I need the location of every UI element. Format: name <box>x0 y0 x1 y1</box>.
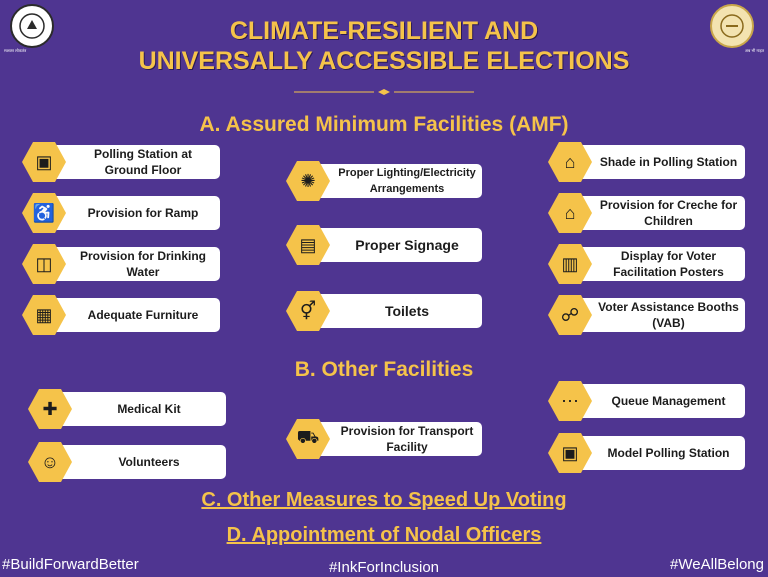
emblem-icon <box>720 14 744 38</box>
card-queue: Queue Management <box>570 384 745 418</box>
card-label: Toilets <box>384 303 430 319</box>
restroom-icon: ⚥ <box>286 291 330 331</box>
card-label: Adequate Furniture <box>87 308 199 322</box>
card-label: Model Polling Station <box>607 446 730 460</box>
card-signage: Proper Signage <box>310 228 482 262</box>
card-label: Polling Station at Ground Floor <box>94 147 192 177</box>
hashtag-left: #BuildForwardBetter <box>2 556 139 573</box>
hashtag-center: #InkForInclusion <box>328 559 440 576</box>
card-label: Provision for Ramp <box>87 206 199 220</box>
card-volunteers: Volunteers <box>50 445 226 479</box>
signboard-icon: ▤ <box>286 225 330 265</box>
right-logo-caption: अब भी नाहत <box>744 48 764 53</box>
card-label: Proper Signage <box>355 237 459 253</box>
card-label: Medical Kit <box>117 402 181 416</box>
light-bulb-icon: ✺ <box>286 161 330 201</box>
card-label: Display for Voter Facilitation Posters <box>613 249 724 279</box>
section-d-heading: D. Appointment of Nodal Officers <box>226 524 542 546</box>
title-line-1: CLIMATE-RESILIENT AND <box>229 17 539 45</box>
card-polling-station: Polling Station at Ground Floor <box>44 145 220 179</box>
card-toilets: Toilets <box>310 294 482 328</box>
card-label: Shade in Polling Station <box>599 155 738 169</box>
card-ramp: Provision for Ramp <box>44 196 220 230</box>
right-logo <box>710 4 754 48</box>
card-label: Provision for Drinking Water <box>79 249 206 279</box>
ornamental-divider <box>294 89 474 95</box>
card-label: Queue Management <box>611 394 726 408</box>
card-medical-kit: Medical Kit <box>50 392 226 426</box>
emblem-icon <box>19 13 45 39</box>
card-shade: Shade in Polling Station <box>570 145 745 179</box>
card-transport: Provision for Transport Facility <box>310 422 482 456</box>
section-b-heading: B. Other Facilities <box>294 358 474 381</box>
card-furniture: Adequate Furniture <box>44 298 220 332</box>
card-drinking-water: Provision for Drinking Water <box>44 247 220 281</box>
card-vab: Voter Assistance Booths (VAB) <box>570 298 745 332</box>
left-logo <box>10 4 54 48</box>
card-label: Proper Lighting/Electricity Arrangements <box>338 167 476 195</box>
card-lighting: Proper Lighting/Electricity Arrangements <box>310 164 482 198</box>
card-label: Voter Assistance Booths (VAB) <box>598 300 739 330</box>
card-label: Volunteers <box>118 455 180 469</box>
section-a-heading: A. Assured Minimum Facilities (AMF) <box>199 113 569 136</box>
card-label: Provision for Transport Facility <box>340 424 474 454</box>
page-title: CLIMATE-RESILIENT AND UNIVERSALLY ACCESS… <box>0 16 768 76</box>
card-model-station: Model Polling Station <box>570 436 745 470</box>
wheelchair-ramp-icon: ♿ <box>22 193 66 233</box>
hashtag-right: #WeAllBelong <box>670 556 764 573</box>
card-creche: Provision for Creche for Children <box>570 196 745 230</box>
title-line-2: UNIVERSALLY ACCESSIBLE ELECTIONS <box>138 47 630 75</box>
section-c-heading: C. Other Measures to Speed Up Voting <box>201 489 567 511</box>
auto-rickshaw-icon: ⛟ <box>286 419 330 459</box>
card-posters: Display for Voter Facilitation Posters <box>570 247 745 281</box>
card-label: Provision for Creche for Children <box>599 198 738 228</box>
polling-booth-icon: ▣ <box>22 142 66 182</box>
left-logo-caption: सशक्त लोकतंत्र <box>4 48 27 53</box>
